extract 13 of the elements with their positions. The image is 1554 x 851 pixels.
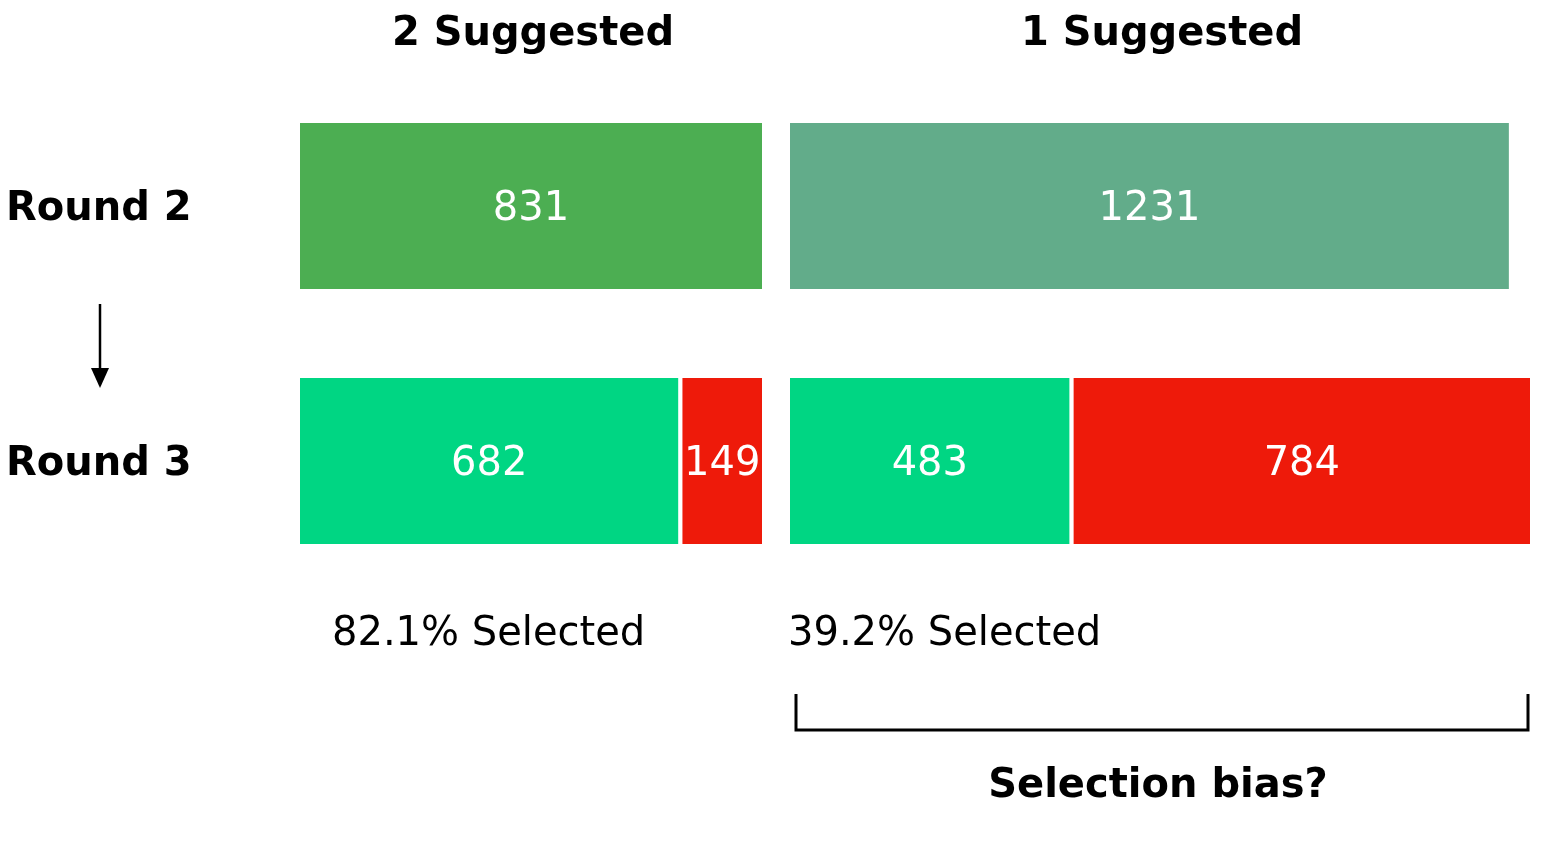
data-label: 682 <box>451 438 528 485</box>
text: 82.1% Selected <box>332 608 647 654</box>
data-label: 149 <box>684 438 761 485</box>
y-tick-label: Round 2 <box>6 182 192 229</box>
chart-title: 2 Suggested <box>390 8 676 56</box>
data-label: 483 <box>891 438 968 485</box>
y-tick-label: Round 3 <box>6 437 192 484</box>
text: 39.2% Selected <box>788 608 1103 654</box>
data-label: 1231 <box>1098 183 1201 230</box>
text: Selection bias? <box>987 760 1329 806</box>
data-label: 831 <box>492 183 570 230</box>
data-label: 784 <box>1263 438 1340 485</box>
chart-title: 1 Suggested <box>1019 8 1305 56</box>
